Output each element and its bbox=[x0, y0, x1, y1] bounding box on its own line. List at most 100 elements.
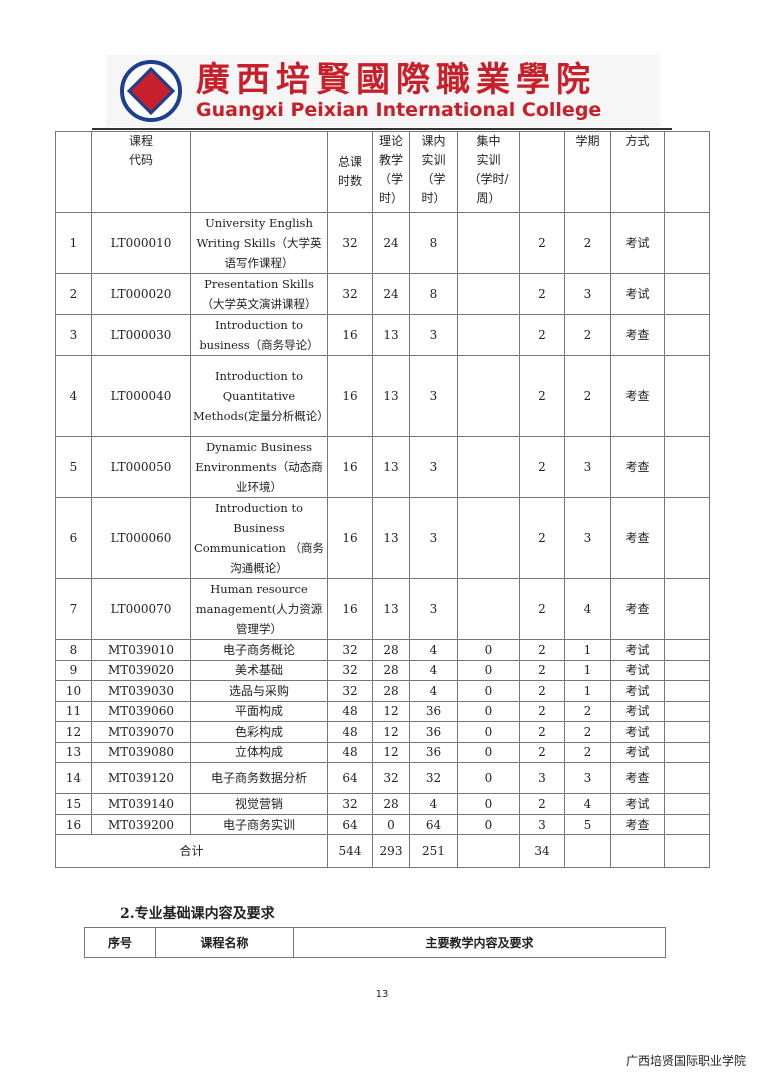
table-cell: 15 bbox=[55, 793, 92, 815]
table-cell: 1 bbox=[564, 659, 611, 681]
table-cell: MT039010 bbox=[91, 639, 191, 661]
table-cell bbox=[664, 721, 710, 743]
table-cell: 32 bbox=[327, 639, 373, 661]
table-row: 11 MT039060 平面构成 48 12 36 0 2 2 考试 bbox=[55, 700, 710, 722]
table-cell: 考试 bbox=[610, 273, 665, 315]
table-cell: 3 bbox=[564, 762, 611, 794]
table-cell: 电子商务实训 bbox=[190, 814, 328, 835]
table-cell: 64 bbox=[327, 762, 373, 794]
table-cell: 3 bbox=[409, 497, 458, 579]
table-cell bbox=[664, 273, 710, 315]
table-cell: 32 bbox=[409, 762, 458, 794]
table-cell bbox=[457, 436, 520, 498]
total-cell bbox=[664, 834, 710, 868]
table-cell: 12 bbox=[372, 700, 410, 722]
table-cell: 7 bbox=[55, 578, 92, 640]
table-cell: 13 bbox=[55, 741, 92, 763]
college-seal-icon bbox=[120, 60, 182, 122]
table-cell: MT039060 bbox=[91, 700, 191, 722]
header-cell: 课内 实训 （学 时） bbox=[409, 131, 458, 213]
table-row: 1 LT000010 University English Writing Skil… bbox=[55, 212, 710, 274]
table-cell: 16 bbox=[55, 814, 92, 835]
table-cell: 考试 bbox=[610, 680, 665, 702]
table-cell bbox=[664, 793, 710, 815]
table-cell: 16 bbox=[327, 314, 373, 356]
table-header-row: 课程 代码 总课 时数 理论 教学 （学 时） 课内 实训 （学 时） 集中 实训 （学… bbox=[55, 131, 710, 213]
table-row: 13 MT039080 立体构成 48 12 36 0 2 2 考试 bbox=[55, 741, 710, 763]
table-cell: 4 bbox=[409, 680, 458, 702]
header-cell: 集中 实训 （学时/ 周） bbox=[457, 131, 520, 213]
table-cell: 4 bbox=[55, 355, 92, 437]
table-cell: 3 bbox=[564, 497, 611, 579]
table-row: 4 LT000040 Introduction to Quantitative Me… bbox=[55, 355, 710, 437]
table-cell: LT000040 bbox=[91, 355, 191, 437]
table-cell: 2 bbox=[519, 497, 565, 579]
table-header-row: 序号 课程名称 主要教学内容及要求 bbox=[84, 927, 666, 958]
table-cell: 考试 bbox=[610, 212, 665, 274]
table-cell: 24 bbox=[372, 212, 410, 274]
table-cell: Introduction to business（商务导论） bbox=[190, 314, 328, 356]
table-cell bbox=[664, 659, 710, 681]
table-row: 5 LT000050 Dynamic Business Environments（动… bbox=[55, 436, 710, 498]
table-cell: 32 bbox=[327, 793, 373, 815]
table-cell: MT039030 bbox=[91, 680, 191, 702]
table-cell: 14 bbox=[55, 762, 92, 794]
table-cell: 16 bbox=[327, 355, 373, 437]
table-cell: LT000060 bbox=[91, 497, 191, 579]
table-cell: 36 bbox=[409, 721, 458, 743]
table-cell: 2 bbox=[519, 700, 565, 722]
table-cell: 16 bbox=[327, 436, 373, 498]
table-cell bbox=[664, 762, 710, 794]
table-cell: 2 bbox=[519, 314, 565, 356]
table-cell: 立体构成 bbox=[190, 741, 328, 763]
table-cell: 36 bbox=[409, 700, 458, 722]
table-cell: 视觉营销 bbox=[190, 793, 328, 815]
table-cell: 1 bbox=[564, 639, 611, 661]
table-cell: 36 bbox=[409, 741, 458, 763]
table-row: 8 MT039010 电子商务概论 32 28 4 0 2 1 考试 bbox=[55, 639, 710, 661]
table-cell: 8 bbox=[409, 273, 458, 315]
table-cell: 考试 bbox=[610, 721, 665, 743]
logo-english-name: Guangxi Peixian International College bbox=[196, 99, 602, 121]
page-number: 13 bbox=[375, 989, 389, 1000]
table-cell: 2 bbox=[519, 578, 565, 640]
table-cell bbox=[664, 680, 710, 702]
table-cell: 8 bbox=[409, 212, 458, 274]
table-cell: 2 bbox=[519, 639, 565, 661]
table-cell: 4 bbox=[564, 578, 611, 640]
table-cell: 2 bbox=[55, 273, 92, 315]
table-cell: 考查 bbox=[610, 314, 665, 356]
table-cell: 2 bbox=[564, 741, 611, 763]
college-logo: 廣西培賢國際職業學院 Guangxi Peixian International… bbox=[106, 55, 660, 127]
table-cell: LT000030 bbox=[91, 314, 191, 356]
table-cell: Presentation Skills（大学英文演讲课程） bbox=[190, 273, 328, 315]
table-cell: 48 bbox=[327, 700, 373, 722]
table-row: 3 LT000030 Introduction to business（商务导论） 1… bbox=[55, 314, 710, 356]
table-cell: 3 bbox=[409, 578, 458, 640]
table-cell: 色彩构成 bbox=[190, 721, 328, 743]
table-cell: 9 bbox=[55, 659, 92, 681]
table-row: 10 MT039030 选品与采购 32 28 4 0 2 1 考试 bbox=[55, 680, 710, 702]
table-cell: 2 bbox=[564, 314, 611, 356]
table-cell: 13 bbox=[372, 497, 410, 579]
total-row: 合计 544 293 251 34 bbox=[55, 834, 710, 868]
table-cell: 考试 bbox=[610, 700, 665, 722]
table-cell bbox=[457, 273, 520, 315]
table-cell bbox=[664, 814, 710, 835]
total-label: 合计 bbox=[55, 834, 328, 868]
course-table: 课程 代码 总课 时数 理论 教学 （学 时） 课内 实训 （学 时） 集中 实训 （学… bbox=[55, 131, 710, 868]
table-cell: 32 bbox=[327, 212, 373, 274]
table-cell: 28 bbox=[372, 680, 410, 702]
table-cell: Dynamic Business Environments（动态商业环境） bbox=[190, 436, 328, 498]
table-cell: 2 bbox=[564, 355, 611, 437]
table-cell: 4 bbox=[409, 793, 458, 815]
table-cell bbox=[664, 212, 710, 274]
total-cell: 293 bbox=[372, 834, 410, 868]
table-cell: 2 bbox=[564, 212, 611, 274]
table-cell: 28 bbox=[372, 793, 410, 815]
table-cell bbox=[664, 741, 710, 763]
table-cell: 3 bbox=[409, 314, 458, 356]
footer-text: 广西培贤国际职业学院 bbox=[625, 1054, 746, 1068]
table-cell: 2 bbox=[519, 793, 565, 815]
table-row: 2 LT000020 Presentation Skills（大学英文演讲课程） 32… bbox=[55, 273, 710, 315]
